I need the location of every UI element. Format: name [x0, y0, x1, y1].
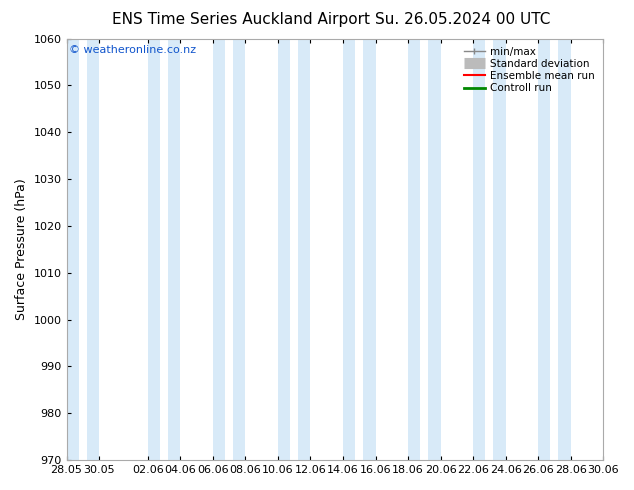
- Text: Su. 26.05.2024 00 UTC: Su. 26.05.2024 00 UTC: [375, 12, 550, 27]
- Bar: [148, 39, 160, 460]
- Text: © weatheronline.co.nz: © weatheronline.co.nz: [69, 45, 197, 55]
- Bar: [67, 39, 79, 460]
- Bar: [233, 39, 245, 460]
- Bar: [559, 39, 571, 460]
- Bar: [213, 39, 225, 460]
- Bar: [87, 39, 99, 460]
- Bar: [538, 39, 550, 460]
- Bar: [408, 39, 420, 460]
- Legend: min/max, Standard deviation, Ensemble mean run, Controll run: min/max, Standard deviation, Ensemble me…: [461, 44, 598, 97]
- Bar: [473, 39, 485, 460]
- Y-axis label: Surface Pressure (hPa): Surface Pressure (hPa): [15, 178, 28, 320]
- Bar: [298, 39, 311, 460]
- Bar: [493, 39, 506, 460]
- Bar: [429, 39, 441, 460]
- Bar: [363, 39, 375, 460]
- Bar: [168, 39, 181, 460]
- Bar: [343, 39, 355, 460]
- Text: ENS Time Series Auckland Airport: ENS Time Series Auckland Airport: [112, 12, 370, 27]
- Bar: [278, 39, 290, 460]
